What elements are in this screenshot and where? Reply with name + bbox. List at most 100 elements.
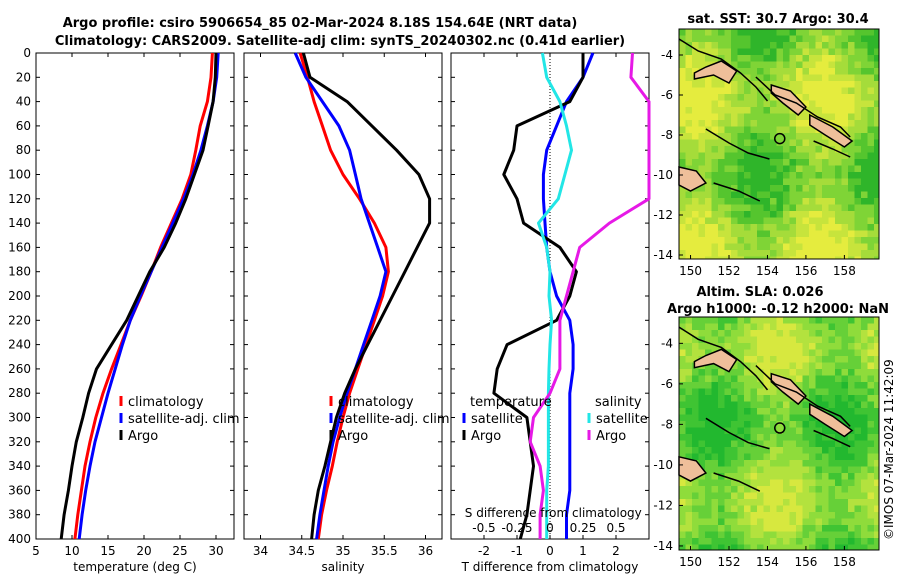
heatmap-cell [776,42,784,49]
heatmap-cell [815,317,823,324]
heatmap-cell [841,159,849,166]
heatmap-cell [692,538,699,545]
heatmap-cell [698,139,706,147]
heatmap-cell [874,87,880,95]
heatmap-cell [776,250,784,257]
heatmap-cell [815,447,823,454]
heatmap-cell [718,395,725,402]
heatmap-cell [783,211,790,218]
heatmap-cell [744,401,751,409]
heatmap-cell [724,133,732,140]
heatmap-cell [731,388,738,396]
heatmap-cell [854,133,862,140]
heatmap-cell [854,525,862,532]
heatmap-cell [854,531,862,539]
depth-tick-label: 20 [16,70,31,84]
heatmap-cell [724,525,732,532]
heatmap-cell [815,369,823,376]
heatmap-cell [718,414,725,422]
heatmap-cell [724,29,732,36]
heatmap-cell [679,35,686,43]
heatmap-cell [718,492,725,500]
heatmap-cell [776,165,784,173]
heatmap-cell [770,479,777,487]
heatmap-cell [848,126,855,134]
lat-tick-label: -14 [653,539,673,553]
heatmap-cell [848,518,855,526]
heatmap-cell [763,113,771,121]
heatmap-cell [718,139,725,147]
heatmap-cell [692,388,699,396]
heatmap-cell [776,447,784,454]
heatmap-cell [828,191,836,199]
heatmap-cell [854,538,862,545]
land-mass [693,348,738,373]
heatmap-cell [757,139,764,147]
heatmap-cell [848,408,855,415]
heatmap-cell [744,211,751,218]
heatmap-cell [841,447,849,454]
heatmap-cell [796,538,803,545]
heatmap-cell [698,525,706,532]
heatmap-cell [841,87,849,95]
heatmap-cell [737,447,745,454]
heatmap-cell [802,336,810,344]
heatmap-cell [685,375,693,383]
heatmap-cell [789,525,797,532]
heatmap-cell [789,198,797,205]
heatmap-cell [763,100,771,108]
heatmap-cell [867,544,875,551]
heatmap-cell [809,152,816,160]
heatmap-cell [776,349,784,357]
heatmap-cell [763,256,771,260]
heatmap-cell [776,401,784,409]
copyright-credit: ©IMOS 07-Mar-2024 11:42:09 [882,359,896,540]
heatmap-cell [802,414,810,422]
heatmap-cell [835,74,842,82]
heatmap-cell [737,349,745,357]
heatmap-cell [698,440,706,448]
depth-tick-label: 100 [8,168,31,182]
heatmap-cell [854,330,862,337]
heatmap-cell [802,113,810,121]
heatmap-cell [822,434,829,441]
heatmap-cell [737,317,745,324]
heatmap-cell [789,375,797,383]
heatmap-cell [867,165,875,173]
heatmap-cell [789,414,797,422]
heatmap-cell [679,107,686,114]
heatmap-cell [705,152,712,160]
heatmap-cell [744,243,751,251]
heatmap-cell [822,330,829,337]
heatmap-cell [705,120,712,127]
heatmap-cell [841,211,849,218]
heatmap-cell [854,178,862,186]
heatmap-cell [783,42,790,49]
heatmap-cell [763,544,771,551]
heatmap-cell [874,81,880,88]
heatmap-cell [874,126,880,134]
heatmap-cell [757,42,764,49]
heatmap-cell [750,382,758,389]
heatmap-cell [679,243,686,251]
heatmap-cell [815,178,823,186]
heatmap-cell [705,531,712,539]
heatmap-cell [867,473,875,480]
heatmap-cell [698,35,706,43]
heatmap-cell [848,538,855,545]
heatmap-cell [770,330,777,337]
heatmap-cell [822,349,829,357]
heatmap-cell [705,133,712,140]
heatmap-cell [724,317,732,324]
heatmap-cell [705,421,712,428]
heatmap-cell [679,408,686,415]
heatmap-cell [770,250,777,257]
heatmap-cell [731,172,738,179]
heatmap-cell [685,94,693,101]
s-diff-tick-label: -0.5 [472,521,495,535]
heatmap-cell [848,152,855,160]
heatmap-cell [848,505,855,513]
heatmap-cell [737,100,745,108]
heatmap-cell [828,336,836,344]
heatmap-cell [750,198,758,205]
